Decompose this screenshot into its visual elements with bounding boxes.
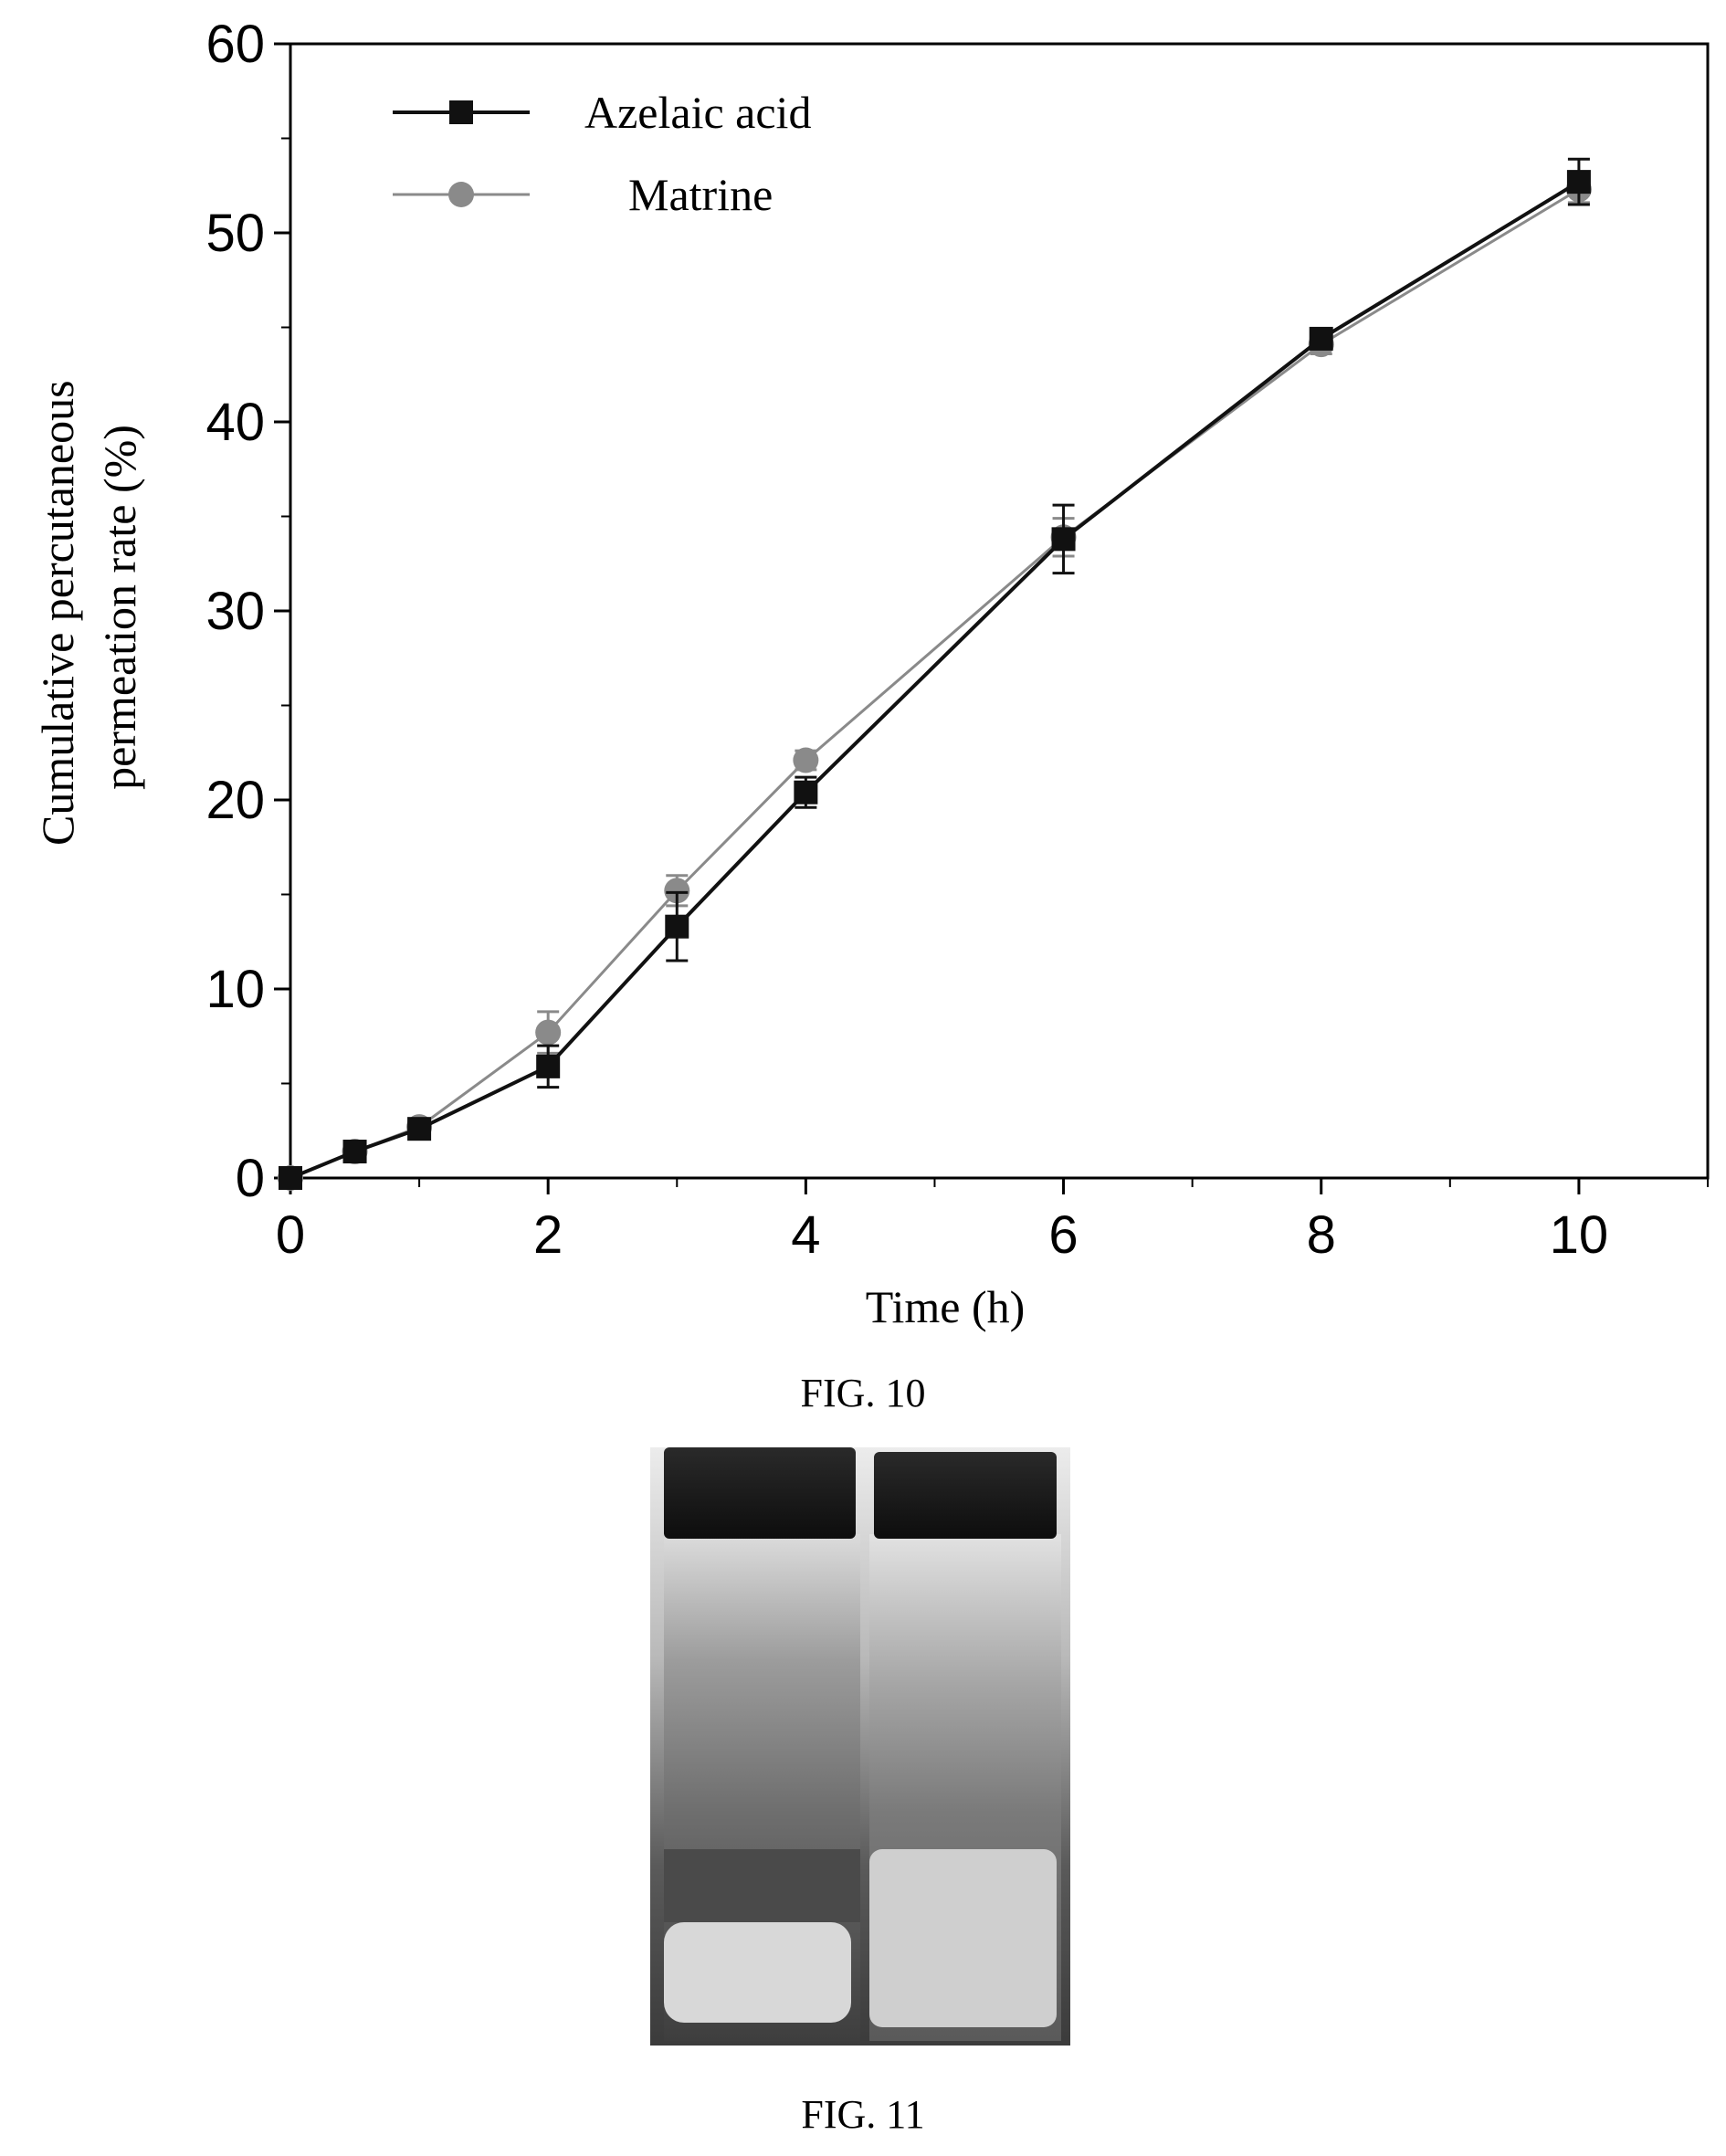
series-matrine xyxy=(278,174,1592,1191)
point-azelaic-acid-5 xyxy=(794,780,818,805)
x-tick-label-2: 2 xyxy=(533,1205,563,1265)
vials-photo xyxy=(650,1447,1070,2046)
y-tick-label-10: 10 xyxy=(205,960,265,1019)
vial-left-gel xyxy=(664,1922,851,2023)
point-azelaic-acid-6 xyxy=(1051,527,1076,552)
vial-left-cap xyxy=(664,1447,856,1539)
point-azelaic-acid-4 xyxy=(665,914,689,939)
y-axis-title-line-2: permeation rate (%) xyxy=(94,425,145,790)
y-axis-title: Cumulative percutaneous permeation rate … xyxy=(32,369,145,846)
x-axis-title: Time (h) xyxy=(866,1281,1026,1332)
cumulative-permeation-chart: 0 2 4 6 8 10 0 10 20 30 40 50 60 Azelaic acid Matrine… xyxy=(32,15,1710,1332)
legend-label-azelaic-acid: Azelaic acid xyxy=(584,87,811,138)
legend-item-azelaic-acid: Azelaic acid xyxy=(393,87,811,138)
x-tick-label-8: 8 xyxy=(1307,1205,1336,1265)
legend-marker-matrine xyxy=(448,182,474,207)
y-tick-label-30: 30 xyxy=(205,582,265,641)
x-tick-label-4: 4 xyxy=(791,1205,820,1265)
series-line-azelaic-acid xyxy=(289,180,1580,1180)
y-tick-label-20: 20 xyxy=(205,771,265,830)
figure-10-caption: FIG. 10 xyxy=(800,1371,926,1415)
legend-item-matrine: Matrine xyxy=(393,169,773,220)
x-tick-label-10: 10 xyxy=(1550,1205,1609,1265)
point-matrine-5 xyxy=(793,747,819,773)
figure-11-caption: FIG. 11 xyxy=(801,2092,925,2137)
vial-right xyxy=(869,1452,1061,2041)
point-azelaic-acid-1 xyxy=(342,1140,367,1164)
y-tick-label-40: 40 xyxy=(205,393,265,452)
vial-right-milky-liquid xyxy=(869,1849,1057,2027)
series-azelaic-acid xyxy=(279,157,1591,1190)
y-tick-label-0: 0 xyxy=(236,1149,265,1208)
point-azelaic-acid-8 xyxy=(1566,170,1591,195)
y-tick-label-60: 60 xyxy=(205,15,265,74)
series-line-matrine xyxy=(289,188,1580,1180)
point-azelaic-acid-3 xyxy=(536,1054,561,1078)
legend-marker-azelaic-acid xyxy=(449,100,473,124)
x-tick-label-6: 6 xyxy=(1048,1205,1078,1265)
point-azelaic-acid-0 xyxy=(279,1166,302,1190)
point-matrine-4 xyxy=(664,878,690,904)
point-matrine-3 xyxy=(535,1019,562,1046)
vial-right-cap xyxy=(874,1452,1057,1539)
y-tick-label-50: 50 xyxy=(205,204,265,263)
y-axis-title-line-1: Cumulative percutaneous xyxy=(32,380,83,846)
legend-label-matrine: Matrine xyxy=(628,169,773,220)
point-azelaic-acid-2 xyxy=(407,1117,432,1141)
point-azelaic-acid-7 xyxy=(1309,326,1333,351)
plot-frame xyxy=(289,42,1710,1180)
x-tick-label-0: 0 xyxy=(276,1205,305,1265)
vial-left xyxy=(664,1447,860,2041)
vial-left-liquid-band xyxy=(664,1849,860,1922)
